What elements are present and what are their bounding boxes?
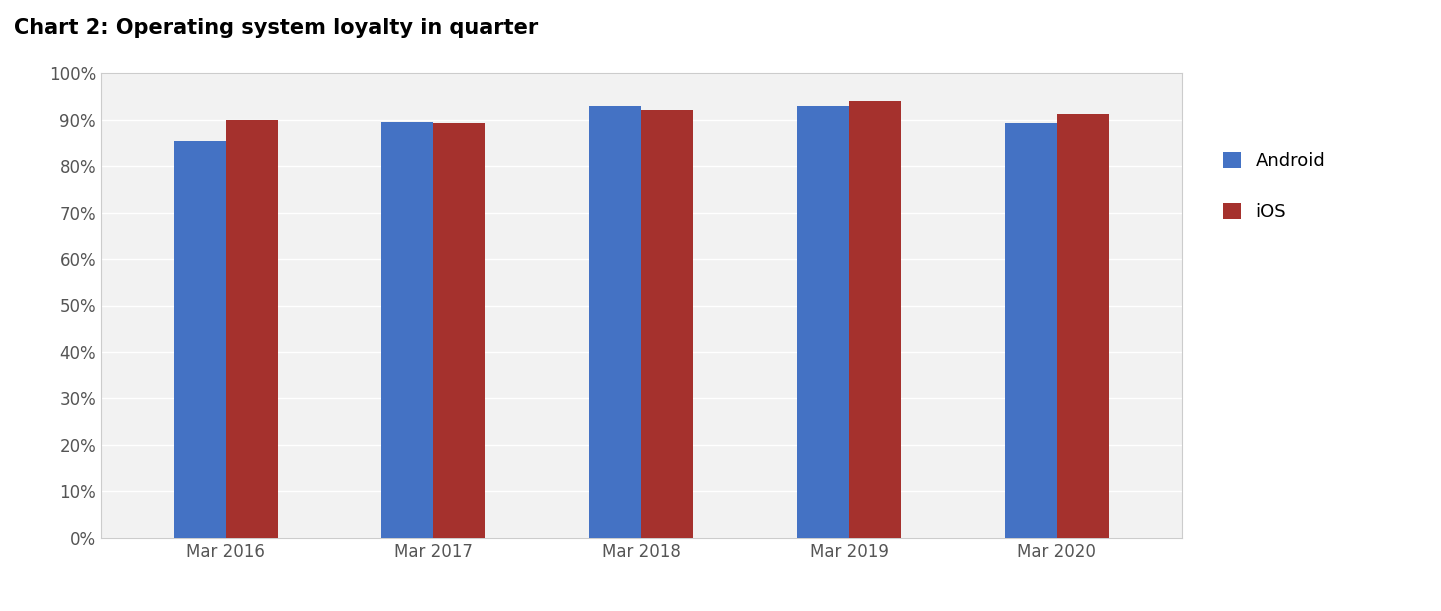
Text: Chart 2: Operating system loyalty in quarter: Chart 2: Operating system loyalty in qua… (14, 18, 539, 38)
Legend: Android, iOS: Android, iOS (1223, 152, 1326, 221)
Bar (382, 122, 434, 538)
Bar (173, 141, 226, 538)
Bar (1004, 123, 1056, 538)
Bar (226, 120, 278, 538)
Bar (849, 101, 901, 538)
Bar (1056, 114, 1110, 538)
Bar (434, 123, 486, 538)
Bar (797, 106, 849, 538)
Bar (641, 109, 693, 538)
Bar (589, 106, 641, 538)
